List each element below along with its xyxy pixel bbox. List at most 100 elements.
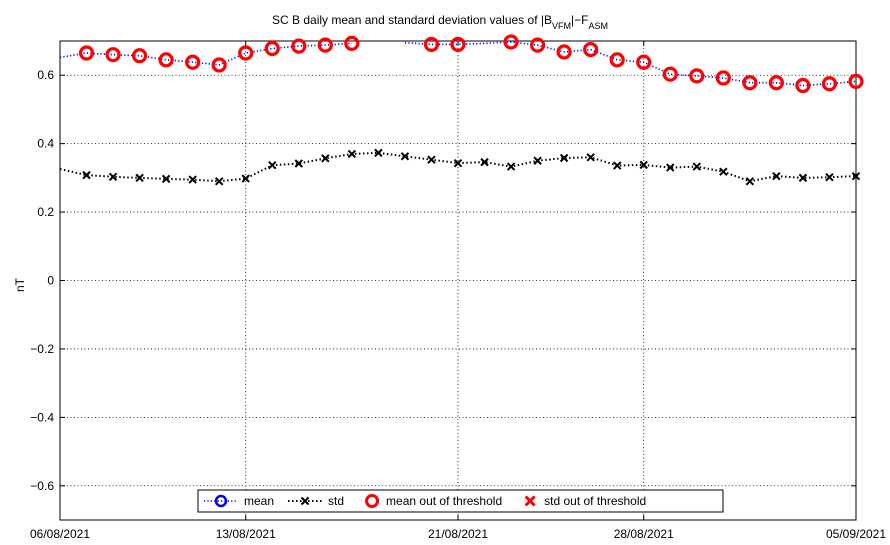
x-marker-stroke (825, 172, 834, 182)
x-marker-stroke (453, 158, 463, 168)
plot-area: −0.6 −0.4 −0.2 0 0.2 0.4 0.6 06/08/2021 13/08/20… (30, 34, 886, 541)
std-point (798, 173, 808, 183)
y-tick-label: −0.4 (30, 410, 54, 424)
mean-series-line (59, 42, 352, 66)
x-marker-stroke (612, 161, 622, 170)
legend-swatch-marker (524, 495, 536, 507)
mean-out-of-threshold-point (105, 47, 121, 63)
mean-out-of-threshold-point (529, 37, 546, 53)
mean-out-of-threshold-point (132, 48, 148, 64)
x-marker-stroke (559, 153, 569, 163)
y-tick-label: 0.2 (37, 205, 54, 219)
mean-out-of-threshold-point (609, 52, 625, 68)
std-point (666, 163, 675, 172)
mean-series-line (404, 41, 857, 87)
x-marker-stroke (719, 167, 728, 176)
legend-label: mean (244, 494, 274, 508)
std-point (692, 162, 702, 171)
std-point (586, 153, 595, 162)
std-point (321, 154, 330, 163)
mean-out-of-threshold-point (185, 54, 201, 70)
mean-out-of-threshold-point (715, 70, 731, 86)
y-tick-label: 0 (47, 274, 54, 288)
x-tick-label: 13/08/2021 (216, 527, 276, 541)
std-point (374, 148, 383, 158)
mean-out-of-threshold-point (583, 41, 599, 58)
legend-swatch-marker (300, 496, 310, 506)
std-point (188, 175, 197, 184)
std-point (453, 158, 463, 168)
mean-out-of-threshold-point (848, 73, 864, 89)
y-tick-label: −0.2 (30, 342, 54, 356)
std-point (612, 161, 622, 170)
mean-out-of-threshold-point (158, 52, 174, 68)
x-marker-stroke (347, 149, 357, 159)
legend-swatch-marker (214, 494, 228, 508)
std-point (506, 162, 516, 171)
mean-out-of-threshold-point (556, 44, 572, 60)
x-marker-stroke (772, 171, 781, 181)
std-point (825, 172, 834, 182)
x-marker-stroke (480, 157, 489, 167)
x-tick-label: 28/08/2021 (614, 527, 674, 541)
mean-out-of-threshold-point (795, 77, 811, 94)
x-marker-stroke (639, 160, 648, 170)
mean-out-of-threshold-point (317, 37, 333, 53)
legend-item-std-out: std out of threshold (524, 494, 646, 508)
x-marker-stroke (586, 153, 595, 162)
legend-swatch-marker (365, 494, 380, 508)
y-tick-label: 0.4 (37, 137, 54, 151)
std-point (400, 152, 410, 161)
std-point (719, 167, 728, 176)
x-tick-label: 21/08/2021 (428, 527, 488, 541)
mean-out-of-threshold-point (450, 36, 466, 53)
x-marker-stroke (241, 174, 250, 183)
std-point (427, 155, 436, 164)
x-marker-stroke (666, 163, 675, 172)
x-marker-stroke (745, 177, 755, 186)
x-marker-stroke (374, 148, 383, 158)
std-point (294, 159, 304, 168)
x-marker-stroke (321, 154, 330, 163)
mean-out-of-threshold-point (768, 75, 785, 91)
std-point (559, 153, 569, 163)
std-point (772, 171, 781, 181)
mean-out-of-threshold-point (662, 66, 678, 82)
legend-item-mean-out: mean out of threshold (365, 494, 502, 508)
x-marker-stroke (400, 152, 410, 161)
x-marker-stroke (161, 174, 171, 184)
mean-out-of-threshold-point (211, 57, 227, 73)
x-marker-stroke (135, 173, 144, 183)
x-marker-stroke (851, 171, 861, 181)
std-point (214, 177, 224, 186)
mean-out-of-threshold-point (423, 36, 440, 53)
legend-box (197, 489, 724, 513)
x-marker-stroke (108, 172, 118, 182)
std-point (82, 170, 91, 180)
x-marker-stroke (294, 159, 304, 168)
y-tick-label: 0.6 (37, 68, 54, 82)
std-point (851, 171, 861, 181)
x-tick-label: 05/09/2021 (826, 527, 886, 541)
mean-out-of-threshold-point (821, 76, 838, 92)
mean-out-of-threshold-point (78, 45, 95, 61)
x-marker-stroke (188, 175, 197, 184)
mean-out-of-threshold-point (742, 75, 758, 91)
legend-item-std: std (288, 494, 344, 508)
x-marker-stroke (427, 155, 436, 164)
mean-out-of-threshold-point (264, 40, 280, 57)
legend-item-mean: mean (204, 494, 274, 508)
std-point (268, 160, 277, 170)
std-point (161, 174, 171, 184)
mean-out-of-threshold-point (636, 54, 652, 70)
chart-title: SC B daily mean and standard deviation v… (272, 13, 608, 31)
std-point (480, 157, 489, 167)
mean-out-of-threshold-point (291, 38, 307, 54)
x-marker-stroke (268, 160, 277, 170)
legend-label: std out of threshold (544, 494, 646, 508)
legend: mean std mean out of threshold std out of t… (197, 489, 724, 513)
x-marker-stroke (798, 173, 808, 183)
legend-label: mean out of threshold (386, 494, 502, 508)
std-point (745, 177, 755, 186)
std-point (241, 174, 250, 183)
